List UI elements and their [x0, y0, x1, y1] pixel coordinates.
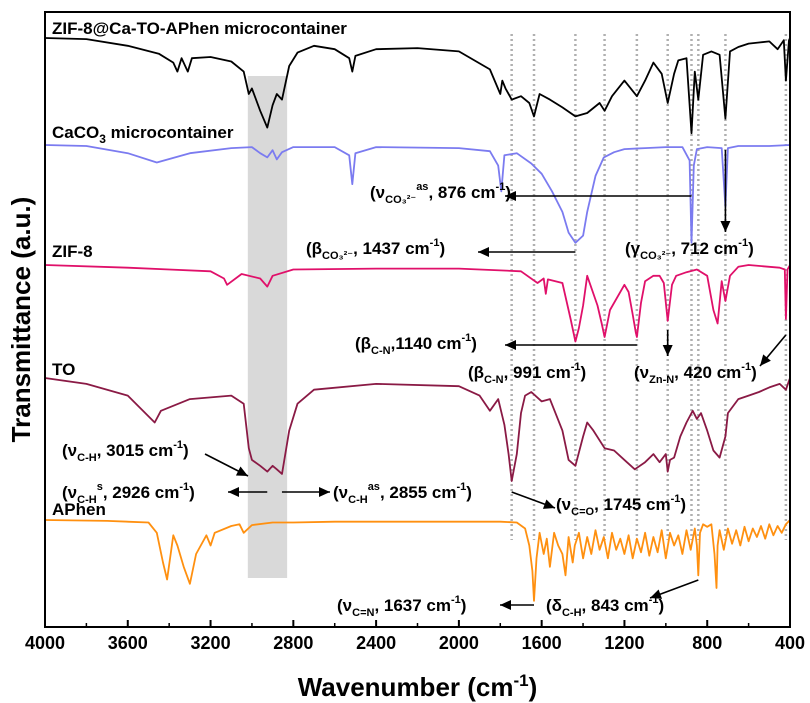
annotation-aphen-1637: (νC=N, 1637 cm-1) — [337, 594, 466, 619]
shaded-band-layer — [247, 76, 288, 578]
reference-lines-layer — [510, 34, 788, 540]
arrow-head-to-2926 — [228, 487, 239, 497]
arrow-head-caco3-1437 — [478, 247, 489, 257]
series-layer — [44, 37, 791, 602]
arrow-head-aphen-843 — [650, 589, 663, 599]
annotation-zif-420: (νZn-N, 420 cm-1) — [634, 361, 757, 386]
series-label-4: APhen — [52, 500, 106, 519]
x-tick-label: 800 — [692, 633, 722, 653]
series-line-0 — [44, 37, 791, 135]
annotation-caco3-712: (γCO₃²⁻, 712 cm-1) — [625, 237, 754, 262]
x-tick-label: 400 — [775, 633, 805, 653]
annotation-zif-1140: (βC-N,1140 cm-1) — [355, 332, 477, 357]
series-label-3: TO — [52, 360, 75, 379]
annotation-to-1745: (νC=O, 1745 cm-1) — [556, 493, 686, 518]
arrow-head-zif-420 — [760, 354, 771, 366]
annotations-layer: (νCO₃²⁻as, 876 cm-1) (βCO₃²⁻, 1437 cm-1) (… — [62, 181, 757, 619]
arrows-layer — [204, 150, 787, 610]
shaded-band — [247, 76, 288, 578]
x-tick-label: 2800 — [273, 633, 313, 653]
series-line-3 — [44, 377, 791, 482]
arrow-head-caco3-712 — [720, 221, 731, 232]
annotation-zif-991: (βC-N, 991 cm-1) — [468, 361, 586, 386]
annotation-caco3-1437: (βCO₃²⁻, 1437 cm-1) — [306, 237, 445, 262]
x-tick-label: 1600 — [522, 633, 562, 653]
arrow-head-aphen-1637 — [500, 600, 511, 610]
series-line-4 — [44, 519, 791, 602]
annotation-to-2855: (νC-Has, 2855 cm-1) — [333, 481, 472, 506]
series-label-2: ZIF-8 — [52, 242, 93, 261]
arrow-head-caco3-876 — [505, 191, 516, 201]
x-axis-title: Wavenumber (cm-1) — [298, 671, 538, 702]
arrow-head-to-3015 — [235, 466, 248, 476]
arrow-head-zif-1140 — [505, 340, 516, 350]
x-tick-label: 1200 — [604, 633, 644, 653]
x-tick-label: 2000 — [439, 633, 479, 653]
labels-layer: Wavenumber (cm-1) Transmittance (a.u.) ZIF… — [6, 19, 537, 702]
annotation-caco3-876: (νCO₃²⁻as, 876 cm-1) — [370, 181, 511, 206]
annotation-aphen-843: (δC-H, 843 cm-1) — [546, 594, 664, 619]
series-line-2 — [44, 264, 791, 343]
annotation-to-2926: (νC-Hs, 2926 cm-1) — [62, 481, 195, 506]
arrow-head-to-1745 — [542, 499, 555, 509]
x-tick-label: 4000 — [25, 633, 65, 653]
annotation-to-3015: (νC-H, 3015 cm-1) — [62, 439, 189, 464]
arrow-head-zif-991 — [662, 345, 673, 356]
x-tick-label: 3200 — [191, 633, 231, 653]
x-tick-label: 2400 — [356, 633, 396, 653]
series-line-1 — [44, 144, 791, 244]
x-tick-label: 3600 — [108, 633, 148, 653]
series-label-1: CaCO3 microcontainer — [52, 123, 234, 146]
x-ticks-layer: 4000 3600 3200 2800 2400 2000 1600 1200 800 400 — [25, 620, 805, 653]
arrow-head-to-2855 — [319, 487, 330, 497]
series-label-0: ZIF-8@Ca-TO-APhen microcontainer — [52, 19, 347, 38]
y-axis-title: Transmittance (a.u.) — [6, 197, 36, 443]
